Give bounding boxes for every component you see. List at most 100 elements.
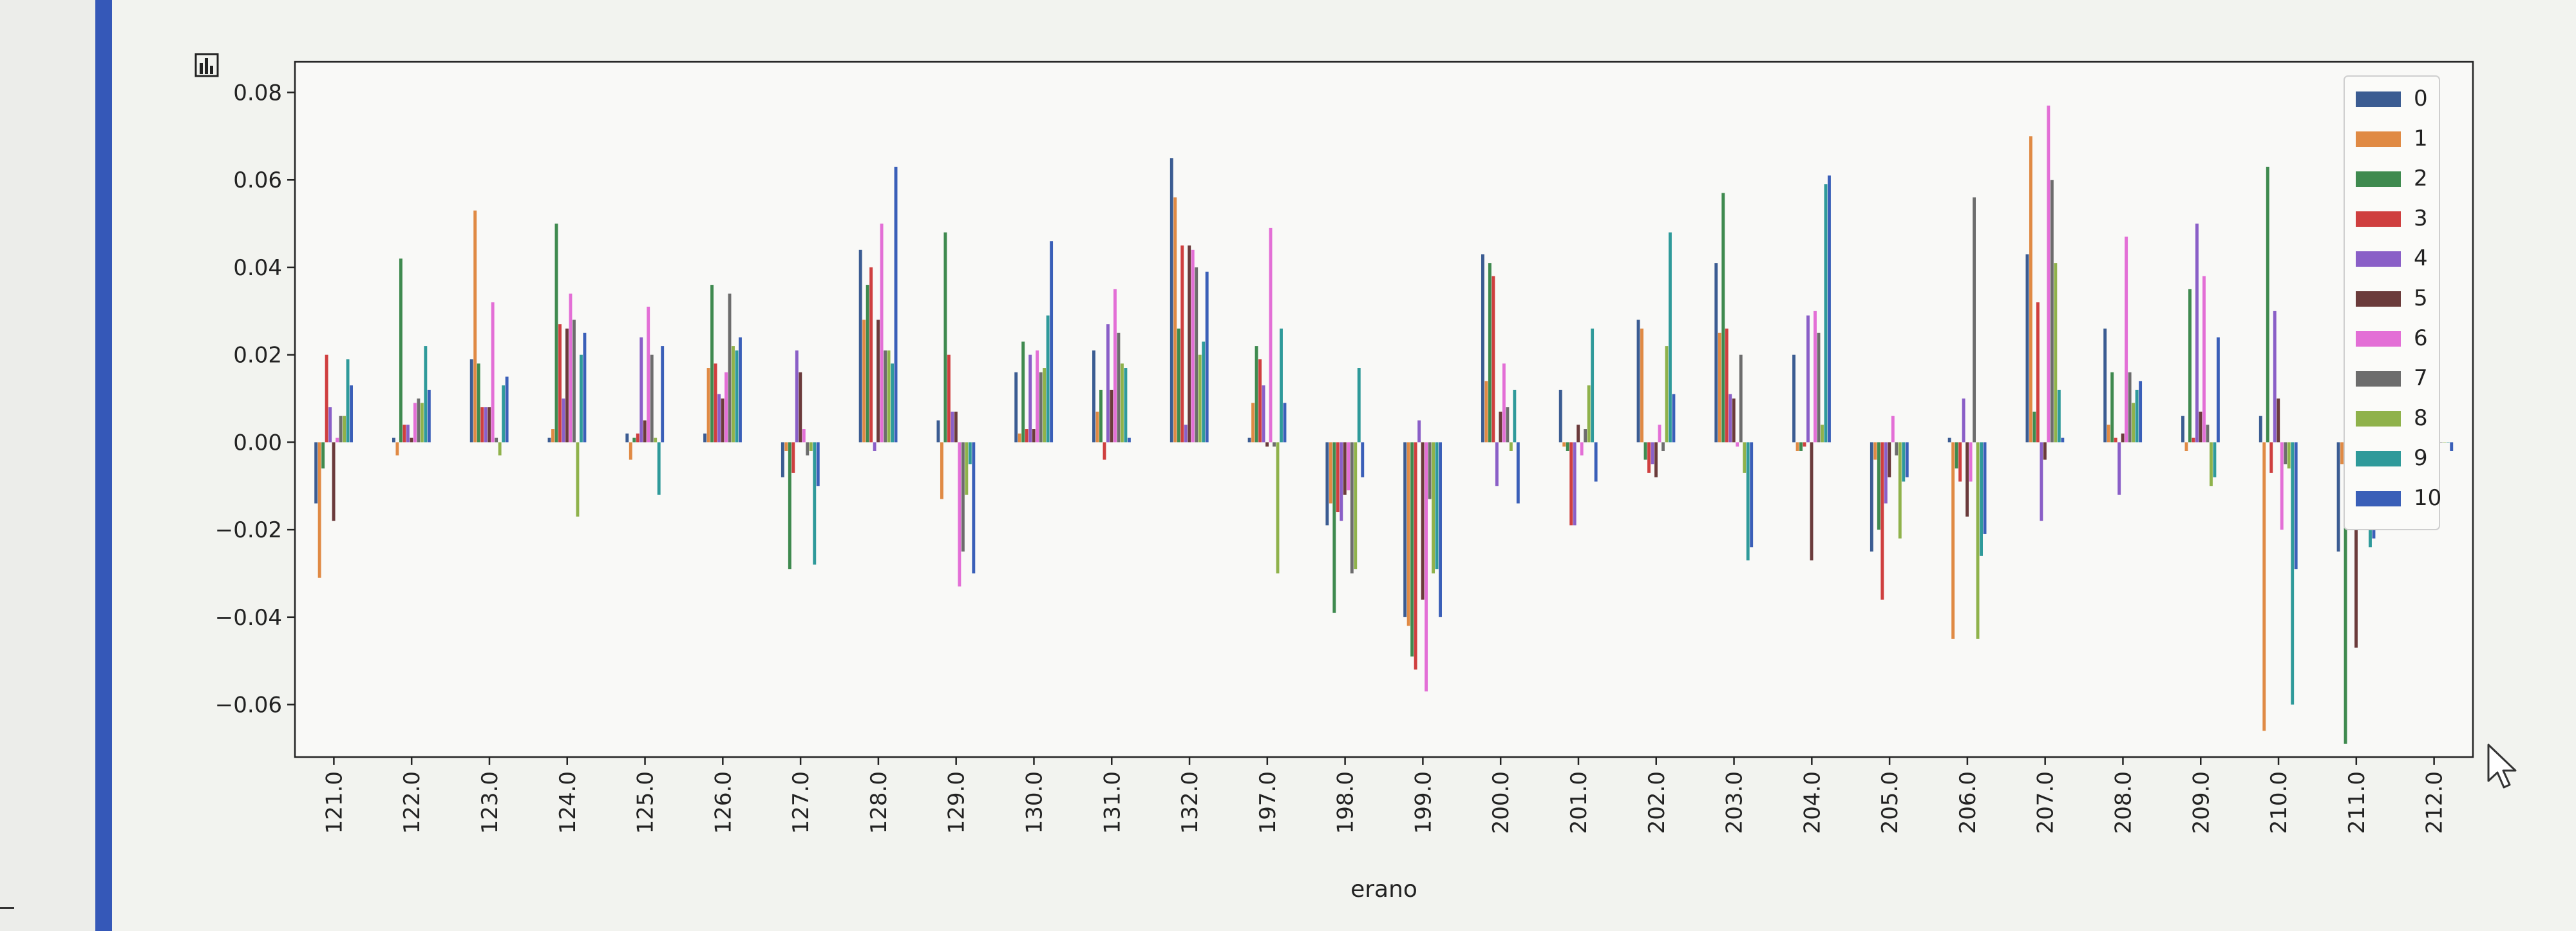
bar-7-129.0 xyxy=(961,442,965,552)
bar-6-132.0 xyxy=(1191,249,1195,443)
bar-9-129.0 xyxy=(968,442,972,465)
bar-9-200.0 xyxy=(1513,389,1517,443)
bar-5-198.0 xyxy=(1343,442,1347,495)
bar-8-203.0 xyxy=(1743,442,1747,473)
bar-10-199.0 xyxy=(1439,442,1442,617)
bar-6-203.0 xyxy=(1736,442,1739,447)
x-tick-label: 131.0 xyxy=(1099,771,1125,834)
legend-swatch-10 xyxy=(2356,491,2401,506)
bar-7-200.0 xyxy=(1506,407,1510,443)
x-tick-label: 130.0 xyxy=(1021,771,1047,834)
bar-3-206.0 xyxy=(1958,442,1962,482)
bar-10-197.0 xyxy=(1283,403,1287,443)
bar-6-121.0 xyxy=(336,437,339,443)
bar-9-201.0 xyxy=(1591,328,1595,443)
bar-9-121.0 xyxy=(346,359,350,443)
bar-6-205.0 xyxy=(1891,416,1895,443)
bar-5-203.0 xyxy=(1732,398,1736,443)
bar-10-124.0 xyxy=(583,332,587,443)
x-tick-label: 126.0 xyxy=(710,771,736,834)
bar-1-121.0 xyxy=(317,442,321,578)
bar-0-128.0 xyxy=(858,249,862,443)
bar-9-205.0 xyxy=(1902,442,1906,482)
bar-5-130.0 xyxy=(1032,429,1036,443)
bar-1-129.0 xyxy=(940,442,943,499)
bar-2-123.0 xyxy=(477,363,480,443)
bar-4-203.0 xyxy=(1728,394,1732,443)
bar-4-198.0 xyxy=(1340,442,1343,521)
bar-2-129.0 xyxy=(943,232,947,443)
y-tick-label: −0.02 xyxy=(215,517,282,543)
bar-0-200.0 xyxy=(1481,254,1484,443)
bar-2-128.0 xyxy=(866,285,869,443)
bar-3-198.0 xyxy=(1336,442,1340,512)
bar-6-208.0 xyxy=(2125,236,2128,443)
bar-0-129.0 xyxy=(936,420,940,443)
bar-0-124.0 xyxy=(547,437,551,443)
bar-5-204.0 xyxy=(1810,442,1814,561)
bar-7-128.0 xyxy=(884,350,887,443)
bar-7-204.0 xyxy=(1817,332,1821,443)
bar-0-198.0 xyxy=(1325,442,1329,526)
bar-9-123.0 xyxy=(502,385,506,443)
legend-label-9: 9 xyxy=(2414,445,2428,471)
x-tick-label: 203.0 xyxy=(1722,771,1748,834)
bar-8-129.0 xyxy=(965,442,969,495)
legend-swatch-7 xyxy=(2356,371,2401,387)
bar-3-197.0 xyxy=(1258,359,1262,443)
bar-0-199.0 xyxy=(1403,442,1407,617)
bar-9-198.0 xyxy=(1357,368,1361,443)
bar-5-132.0 xyxy=(1188,245,1191,443)
bar-8-199.0 xyxy=(1432,442,1435,573)
bar-10-132.0 xyxy=(1205,271,1209,443)
bar-10-212.0 xyxy=(2450,442,2454,451)
x-tick-label: 132.0 xyxy=(1177,771,1203,834)
bar-7-208.0 xyxy=(2128,372,2132,443)
bar-6-126.0 xyxy=(724,372,728,443)
x-tick-label: 202.0 xyxy=(1644,771,1670,834)
bar-7-205.0 xyxy=(1895,442,1899,456)
bar-9-128.0 xyxy=(891,363,894,443)
bar-9-202.0 xyxy=(1668,232,1672,443)
legend-label-8: 8 xyxy=(2414,405,2428,431)
bar-4-207.0 xyxy=(2040,442,2043,521)
bar-2-207.0 xyxy=(2032,411,2036,443)
legend-swatch-8 xyxy=(2356,411,2401,427)
bar-9-209.0 xyxy=(2213,442,2217,477)
bar-5-205.0 xyxy=(1888,442,1891,477)
bar-5-128.0 xyxy=(876,320,880,443)
legend-label-1: 1 xyxy=(2414,126,2428,151)
bar-4-130.0 xyxy=(1028,354,1032,443)
x-axis-label: erano xyxy=(1350,876,1417,903)
bar-0-202.0 xyxy=(1636,320,1640,443)
x-tick-label: 122.0 xyxy=(399,771,425,834)
bar-4-129.0 xyxy=(951,411,954,443)
y-tick-label: 0.06 xyxy=(233,168,282,193)
chart-icon xyxy=(194,53,219,77)
bar-8-127.0 xyxy=(809,442,813,451)
x-tick-label: 212.0 xyxy=(2422,771,2448,834)
y-tick-label: 0.02 xyxy=(233,343,282,369)
y-tick-label: −0.06 xyxy=(215,693,282,718)
bar-9-208.0 xyxy=(2135,389,2139,443)
bar-2-131.0 xyxy=(1099,389,1103,443)
bar-2-204.0 xyxy=(1799,442,1803,451)
bar-2-203.0 xyxy=(1721,193,1725,443)
bar-7-210.0 xyxy=(2284,442,2287,465)
bar-4-202.0 xyxy=(1651,442,1654,465)
bar-1-207.0 xyxy=(2029,136,2032,443)
bar-6-198.0 xyxy=(1347,442,1350,491)
x-tick-label: 197.0 xyxy=(1255,771,1281,834)
bar-3-203.0 xyxy=(1725,328,1728,443)
x-tick-label: 125.0 xyxy=(633,771,659,834)
bar-0-203.0 xyxy=(1714,263,1718,443)
bar-6-197.0 xyxy=(1269,227,1273,443)
bar-3-125.0 xyxy=(636,433,639,443)
bar-4-204.0 xyxy=(1806,315,1810,443)
bar-3-126.0 xyxy=(714,363,717,443)
bar-2-210.0 xyxy=(2266,166,2269,443)
bar-7-212.0 xyxy=(2439,442,2443,443)
y-tick-label: 0.00 xyxy=(233,430,282,456)
bar-5-131.0 xyxy=(1110,389,1113,443)
